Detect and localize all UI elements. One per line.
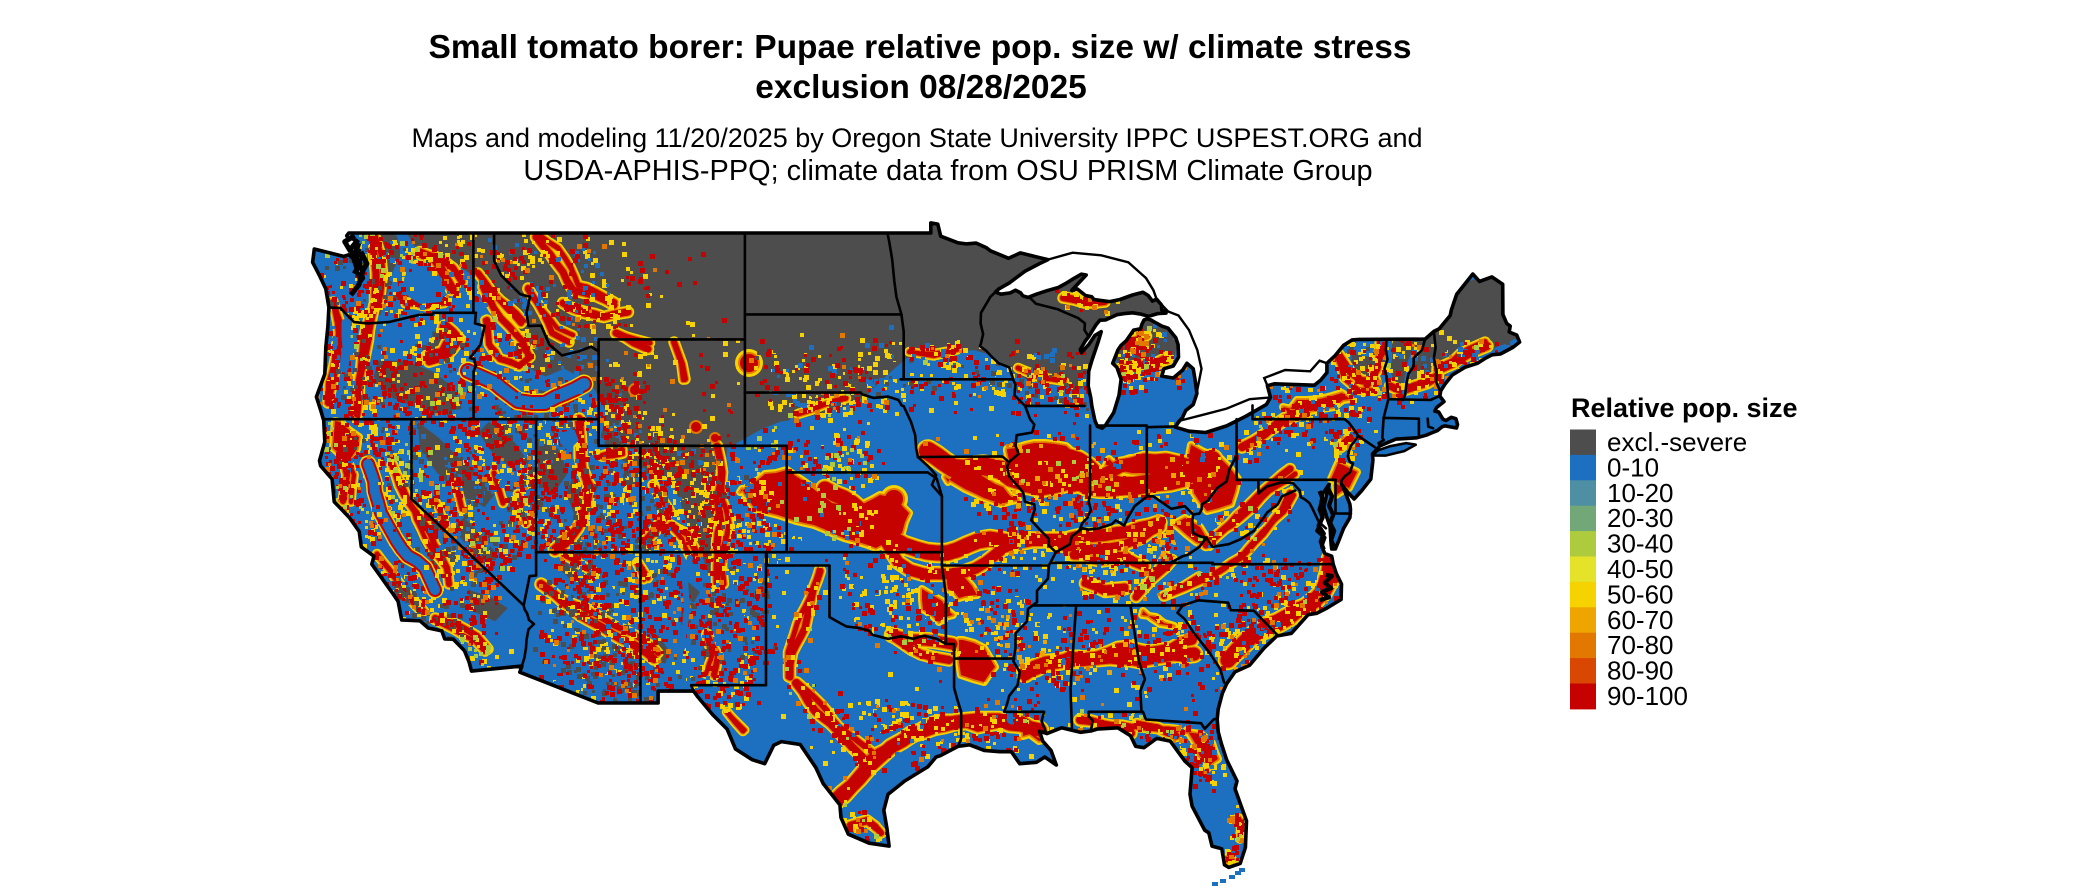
svg-text:0-10: 0-10 [1607,452,1659,482]
svg-text:50-60: 50-60 [1607,579,1674,609]
svg-text:excl.-severe: excl.-severe [1607,427,1747,457]
svg-text:Relative pop. size: Relative pop. size [1571,393,1798,423]
svg-text:20-30: 20-30 [1607,503,1674,533]
svg-text:30-40: 30-40 [1607,529,1674,559]
svg-text:USDA-APHIS-PPQ; climate data f: USDA-APHIS-PPQ; climate data from OSU PR… [523,155,1372,187]
svg-text:80-90: 80-90 [1607,656,1674,686]
svg-text:Maps and modeling 11/20/2025 b: Maps and modeling 11/20/2025 by Oregon S… [411,123,1422,153]
svg-text:exclusion 08/28/2025: exclusion 08/28/2025 [755,69,1087,106]
svg-text:90-100: 90-100 [1607,681,1688,711]
svg-text:40-50: 40-50 [1607,554,1674,584]
svg-text:60-70: 60-70 [1607,605,1674,635]
svg-text:Small tomato borer: Pupae rela: Small tomato borer: Pupae relative pop. … [429,29,1412,66]
svg-text:70-80: 70-80 [1607,630,1674,660]
svg-text:10-20: 10-20 [1607,478,1674,508]
